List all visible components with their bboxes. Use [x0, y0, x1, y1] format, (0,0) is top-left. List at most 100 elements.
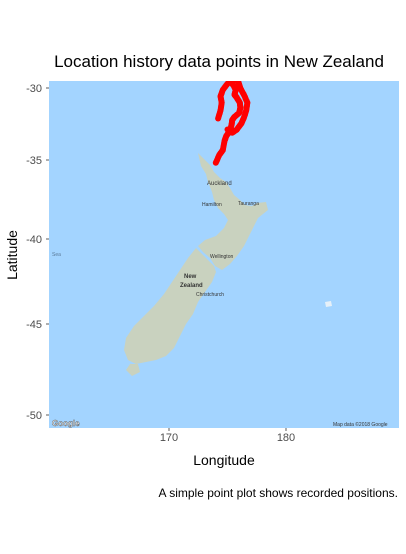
location-point	[152, 8, 158, 14]
location-point	[178, 44, 184, 50]
location-point	[216, 67, 222, 73]
location-point	[200, 39, 206, 45]
location-point	[193, 27, 199, 33]
location-point	[202, 42, 208, 48]
location-point	[212, 68, 218, 74]
y-axis-label: Latitude	[4, 230, 20, 280]
location-point	[183, 54, 189, 60]
location-point	[177, 25, 183, 31]
location-point	[184, 45, 190, 51]
location-point	[156, 12, 162, 18]
location-point	[190, 24, 196, 30]
location-point	[172, 22, 178, 28]
location-point	[223, 73, 229, 79]
location-point	[157, 16, 163, 22]
location-point	[199, 37, 205, 43]
location-point	[213, 61, 219, 67]
location-point	[156, 11, 162, 17]
location-point	[195, 31, 201, 37]
location-point	[164, 14, 170, 20]
location-point	[216, 68, 222, 74]
location-point	[229, 81, 232, 82]
location-point	[156, 9, 162, 15]
location-point	[173, 24, 179, 30]
location-point	[164, 16, 170, 22]
location-point	[233, 66, 239, 72]
location-point	[188, 61, 194, 67]
location-point	[208, 67, 214, 73]
location-point	[147, 7, 153, 13]
location-point	[201, 41, 207, 47]
stewart-island-landmass	[126, 364, 140, 376]
y-tick-label: -30	[26, 83, 42, 95]
location-point	[206, 50, 212, 56]
location-point	[184, 19, 190, 25]
location-point	[154, 0, 160, 1]
location-point	[187, 22, 193, 28]
location-point	[206, 66, 212, 72]
location-point	[158, 11, 164, 17]
location-point	[208, 53, 214, 59]
south-island-landmass	[124, 248, 216, 364]
location-point	[207, 67, 213, 73]
location-point	[144, 0, 150, 1]
location-point	[175, 39, 181, 45]
y-tick-label: -50	[26, 410, 42, 422]
location-point	[212, 60, 218, 66]
location-point	[172, 20, 178, 26]
location-point	[164, 1, 170, 7]
location-point	[185, 21, 191, 27]
location-point	[220, 71, 226, 77]
location-point	[157, 16, 163, 22]
location-point	[148, 0, 154, 6]
location-point	[149, 0, 155, 6]
location-point	[164, 26, 170, 32]
location-point	[223, 69, 229, 75]
location-point	[196, 31, 202, 37]
location-point	[190, 36, 196, 42]
location-point	[192, 67, 198, 73]
location-point	[211, 68, 217, 74]
location-point	[224, 81, 231, 87]
location-point	[168, 18, 174, 24]
location-point	[174, 38, 180, 44]
location-point	[196, 72, 202, 78]
location-point	[156, 14, 162, 20]
location-point	[230, 70, 236, 76]
location-point	[230, 69, 236, 75]
location-point	[163, 4, 169, 10]
location-point	[172, 36, 178, 42]
location-point	[161, 7, 167, 13]
location-point	[142, 0, 148, 4]
location-point	[191, 66, 197, 72]
svg-text:Sea: Sea	[52, 252, 61, 258]
location-point	[205, 66, 211, 72]
location-point	[180, 12, 186, 18]
location-point	[215, 67, 221, 73]
location-point	[210, 56, 216, 62]
location-point	[196, 31, 202, 37]
location-point	[170, 34, 176, 40]
location-point	[186, 20, 192, 26]
location-point	[196, 31, 202, 37]
location-point	[202, 66, 208, 72]
location-point	[222, 63, 228, 69]
location-point	[192, 26, 198, 32]
location-point	[142, 1, 148, 7]
location-point	[185, 42, 191, 48]
location-point	[175, 40, 181, 46]
location-point	[153, 8, 159, 14]
location-point	[171, 19, 177, 25]
location-point	[167, 0, 173, 2]
location-point	[165, 16, 171, 22]
north-island-landmass	[198, 153, 268, 270]
location-point	[172, 37, 178, 43]
location-point	[229, 69, 235, 75]
location-point	[145, 6, 151, 12]
location-point	[184, 43, 190, 49]
location-point	[177, 23, 183, 29]
location-point	[159, 12, 165, 18]
location-point	[177, 42, 183, 48]
location-point	[222, 66, 228, 72]
location-point	[156, 15, 162, 21]
